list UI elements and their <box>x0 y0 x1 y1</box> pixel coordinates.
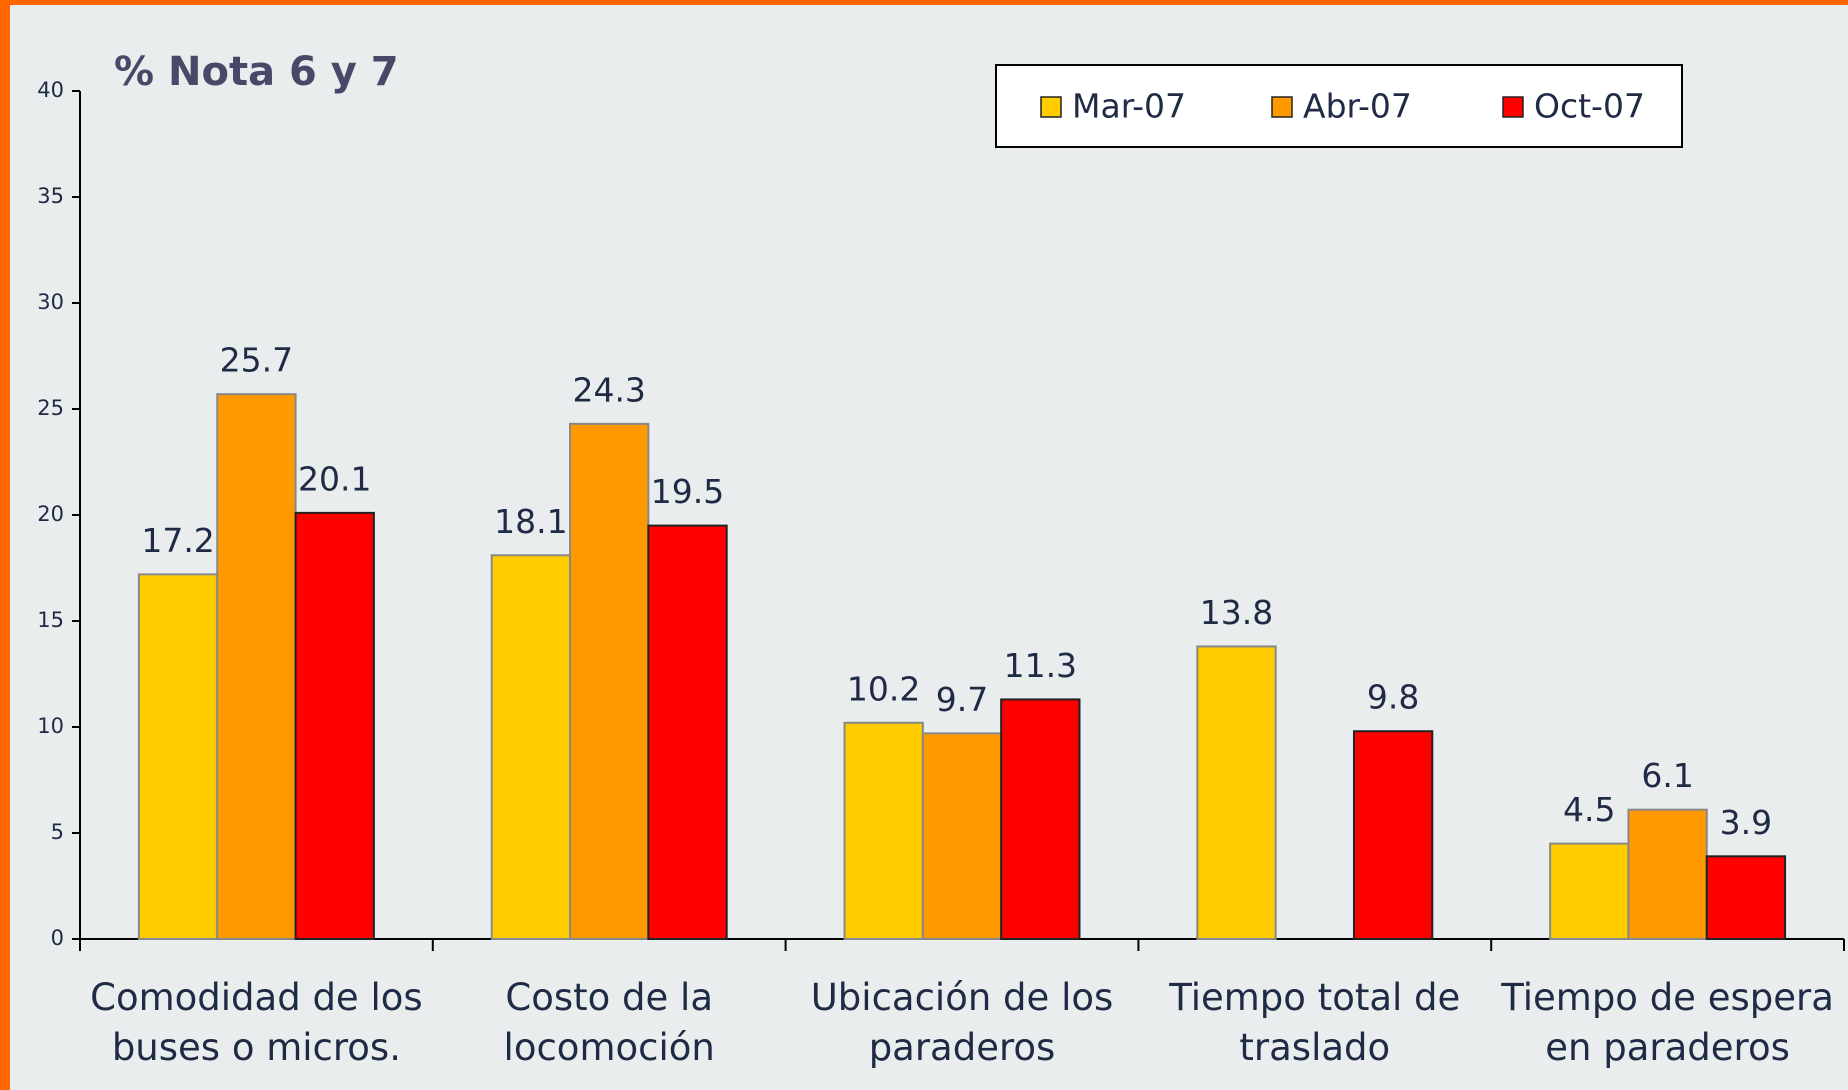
legend-swatch <box>1502 96 1524 118</box>
x-tick-label: Costo de la locomoción <box>503 976 715 1069</box>
y-tick-label: 25 <box>37 396 64 420</box>
bar <box>1000 698 1081 940</box>
legend-box <box>995 64 1683 148</box>
legend-label: Abr-07 <box>1303 87 1412 126</box>
value-label: 9.7 <box>936 680 988 719</box>
bar <box>569 422 650 940</box>
bar <box>647 524 728 940</box>
value-label: 18.1 <box>494 502 567 541</box>
value-label: 25.7 <box>220 341 293 380</box>
legend-label: Oct-07 <box>1534 87 1645 126</box>
value-label: 11.3 <box>1004 646 1077 685</box>
legend-swatch <box>1040 96 1062 118</box>
value-label: 3.9 <box>1720 803 1772 842</box>
value-label: 9.8 <box>1367 678 1419 717</box>
y-tick-label: 35 <box>37 184 64 208</box>
left-border <box>0 0 10 1090</box>
y-tick-label: 40 <box>37 78 64 102</box>
value-label: 20.1 <box>298 459 371 498</box>
bar <box>1549 842 1630 940</box>
x-tick-label: Tiempo total de traslado <box>1169 976 1461 1069</box>
bar <box>294 511 375 940</box>
y-tick-label: 0 <box>51 926 64 950</box>
y-tick-label: 10 <box>37 714 64 738</box>
bar <box>1196 645 1277 940</box>
y-tick-label: 15 <box>37 608 64 632</box>
bar <box>1627 808 1708 940</box>
bar <box>1352 730 1434 940</box>
bar <box>1705 855 1787 941</box>
value-label: 17.2 <box>141 521 214 560</box>
top-border <box>0 0 1848 5</box>
legend-swatch <box>1271 96 1293 118</box>
bar <box>490 554 572 941</box>
value-label: 6.1 <box>1641 756 1693 795</box>
bar <box>216 393 297 941</box>
y-tick-label: 5 <box>51 820 64 844</box>
x-tick-label: Comodidad de los buses o micros. <box>90 976 423 1069</box>
legend-label: Mar-07 <box>1072 87 1186 126</box>
bar <box>137 573 219 940</box>
value-label: 10.2 <box>847 669 920 708</box>
x-tick-label: Ubicación de los paraderos <box>810 976 1114 1069</box>
value-label: 13.8 <box>1200 593 1273 632</box>
y-tick-label: 20 <box>37 502 64 526</box>
y-tick-label: 30 <box>37 290 64 314</box>
bar <box>921 732 1003 940</box>
bar <box>843 721 924 941</box>
value-label: 4.5 <box>1563 790 1615 829</box>
value-label: 24.3 <box>572 370 645 409</box>
value-label: 19.5 <box>651 472 724 511</box>
chart-title: % Nota 6 y 7 <box>114 49 399 95</box>
x-tick-label: Tiempo de espera en paraderos <box>1501 976 1834 1069</box>
